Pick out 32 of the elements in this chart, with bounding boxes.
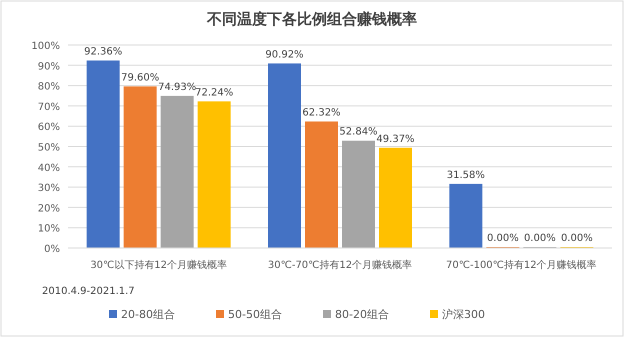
data-label: 92.36% (84, 46, 122, 58)
data-label: 0.00% (524, 233, 556, 244)
data-label: 79.60% (121, 72, 160, 84)
data-label: 72.24% (195, 87, 234, 98)
legend-label: 20-80组合 (121, 308, 175, 321)
y-tick-label: 20% (38, 203, 60, 214)
y-tick-label: 90% (38, 61, 60, 72)
y-tick-label: 70% (38, 102, 60, 113)
legend-label: 50-50组合 (228, 308, 282, 321)
y-tick-label: 60% (38, 122, 60, 134)
x-tick-label: 30℃-70℃持有12个月赚钱概率 (268, 259, 412, 271)
y-tick-label: 100% (31, 41, 60, 52)
data-label: 49.37% (376, 134, 415, 145)
y-tick-label: 30% (38, 183, 60, 194)
legend-label: 沪深300 (442, 308, 485, 321)
data-label: 62.32% (302, 107, 341, 118)
y-tick-label: 50% (38, 142, 60, 154)
data-label: 0.00% (560, 233, 593, 244)
y-tick-label: 80% (38, 82, 60, 93)
data-label: 74.93% (158, 82, 196, 93)
text: 2010.4.9-2021.1.7 (42, 286, 135, 297)
y-tick-label: 40% (38, 162, 60, 174)
data-label: 31.58% (446, 170, 485, 181)
y-tick-label: 10% (38, 224, 60, 235)
legend-label: 80-20组合 (335, 308, 389, 321)
x-tick-label: 30℃以下持有12个月赚钱概率 (90, 259, 228, 271)
y-tick-label: 0% (44, 244, 60, 255)
data-label: 0.00% (486, 233, 519, 244)
data-label: 90.92% (265, 49, 304, 60)
chart-title: 不同温度下各比例组合赚钱概率 (206, 10, 417, 28)
data-label: 52.84% (339, 126, 378, 138)
x-tick-label: 70℃-100℃持有12个月赚钱概率 (446, 259, 597, 271)
